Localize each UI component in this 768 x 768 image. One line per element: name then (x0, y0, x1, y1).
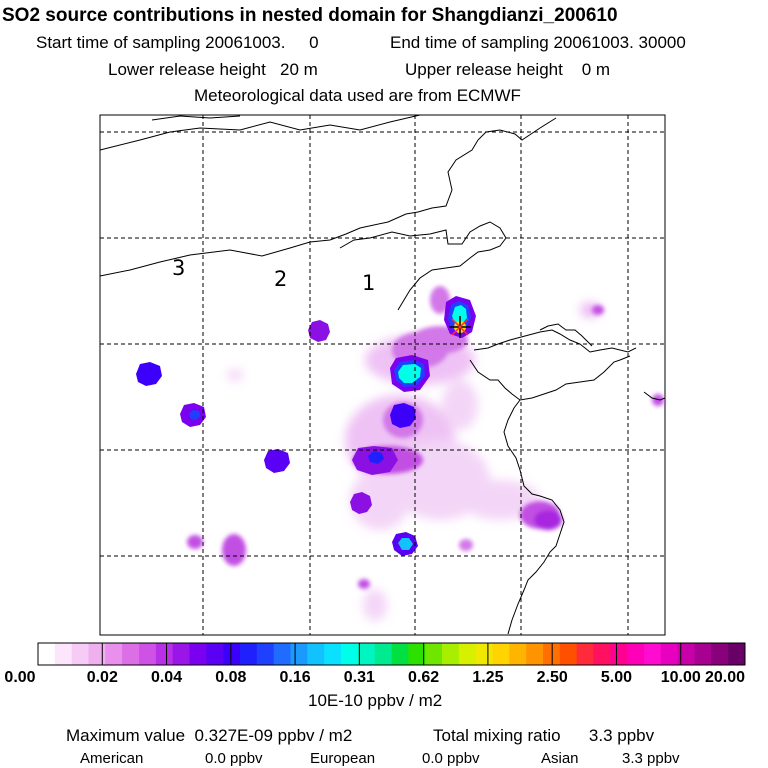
colorbar-cell (324, 643, 342, 665)
asian-value: 3.3 ppbv (622, 750, 680, 767)
colorbar-tick-label: 1.25 (472, 669, 504, 686)
region-label-1: 1 (362, 271, 375, 295)
maximum-value-label: Maximum value 0.327E-09 ppbv / m2 (66, 726, 353, 745)
colorbar-cell (273, 643, 291, 665)
colorbar-tick-label: 10.00 (660, 669, 701, 686)
map-gridlines (100, 115, 665, 635)
colorbar-tick-label: 0.02 (86, 669, 118, 686)
colorbar-cell (256, 643, 275, 665)
asian-label: Asian (541, 750, 579, 767)
colorbar-tick-label: 20.00 (704, 669, 746, 686)
south-spot (392, 532, 418, 556)
upper-release-height-label: Upper release height 0 m (405, 60, 611, 79)
upper-left-spot (308, 320, 330, 342)
colorbar-cell (526, 643, 544, 665)
region-label-3: 3 (172, 256, 185, 280)
colorbar-cell (425, 643, 443, 665)
colorbar-cell (155, 643, 174, 665)
left-spot (264, 449, 290, 473)
american-label: American (80, 750, 144, 767)
lower-release-height-label: Lower release height 20 m (108, 60, 318, 79)
end-time-label: End time of sampling 20061003. 30000 (390, 33, 686, 52)
colorbar-cell (307, 643, 325, 665)
colorbar-cell (610, 643, 628, 665)
american-value: 0.0 ppbv (205, 750, 263, 767)
lower-mid-spot (350, 492, 372, 514)
central-plume (390, 355, 430, 392)
colorbar-cell (105, 643, 123, 665)
european-value: 0.0 ppbv (422, 750, 480, 767)
colorbar-cell (223, 643, 241, 665)
colorbar-tick-label: 2.50 (536, 669, 568, 686)
colorbar-cell (88, 643, 106, 665)
meteorological-data-label: Meteorological data used are from ECMWF (194, 86, 521, 105)
page-title: SO2 source contributions in nested domai… (2, 5, 618, 26)
total-mixing-ratio-label: Total mixing ratio 3.3 ppbv (433, 726, 655, 745)
colorbar-cells (38, 643, 746, 665)
colorbar-cell (660, 643, 679, 665)
colorbar-cell (644, 643, 662, 665)
colorbar-cell (509, 643, 527, 665)
colorbar-cell (492, 643, 510, 665)
colorbar-cell (458, 643, 477, 665)
colorbar (37, 642, 746, 666)
colorbar-cell (71, 643, 89, 665)
southwest-spot (180, 403, 206, 427)
star-marker-icon (449, 316, 471, 338)
colorbar-cell (408, 643, 426, 665)
region-label-2: 2 (274, 267, 287, 291)
colorbar-cell (38, 643, 56, 665)
mid-spot (352, 446, 398, 475)
hotspots (136, 296, 476, 556)
colorbar-tick-label: 5.00 (600, 669, 633, 686)
start-time-label: Start time of sampling 20061003. 0 (36, 33, 319, 52)
colorbar-cell (627, 643, 645, 665)
colorbar-cell (54, 643, 73, 665)
map-panel: 3 2 1 (99, 114, 666, 636)
colorbar-cell (206, 643, 224, 665)
colorbar-tick-label: 0.04 (150, 669, 183, 686)
colorbar-unit-label: 10E-10 ppbv / m2 (308, 691, 443, 710)
colorbar-cell (475, 643, 493, 665)
colorbar-cell (694, 643, 712, 665)
colorbar-cell (711, 643, 729, 665)
colorbar-cell (357, 643, 376, 665)
colorbar-cell (543, 643, 561, 665)
colorbar-cell (189, 643, 207, 665)
colorbar-tick-label: 0.00 (4, 669, 36, 686)
spot-center (390, 403, 416, 428)
colorbar-cell (240, 643, 258, 665)
european-label: European (310, 750, 376, 767)
colorbar-cell (576, 643, 594, 665)
colorbar-cell (728, 643, 746, 665)
colorbar-cell (122, 643, 140, 665)
colorbar-tick-label: 0.62 (408, 669, 440, 686)
colorbar-cell (341, 643, 359, 665)
coastlines (99, 114, 666, 635)
colorbar-cell (290, 643, 308, 665)
colorbar-cell (559, 643, 578, 665)
colorbar-tick-label: 0.16 (279, 669, 311, 686)
colorbar-cell (593, 643, 611, 665)
colorbar-cell (374, 643, 392, 665)
colorbar-tick-label: 0.08 (215, 669, 247, 686)
colorbar-cell (677, 643, 695, 665)
colorbar-cell (139, 643, 157, 665)
colorbar-cell (442, 643, 460, 665)
colorbar-frame (37, 642, 746, 666)
colorbar-tick-label: 0.31 (343, 669, 375, 686)
west-spot (136, 362, 162, 386)
colorbar-cell (172, 643, 190, 665)
colorbar-cell (391, 643, 409, 665)
